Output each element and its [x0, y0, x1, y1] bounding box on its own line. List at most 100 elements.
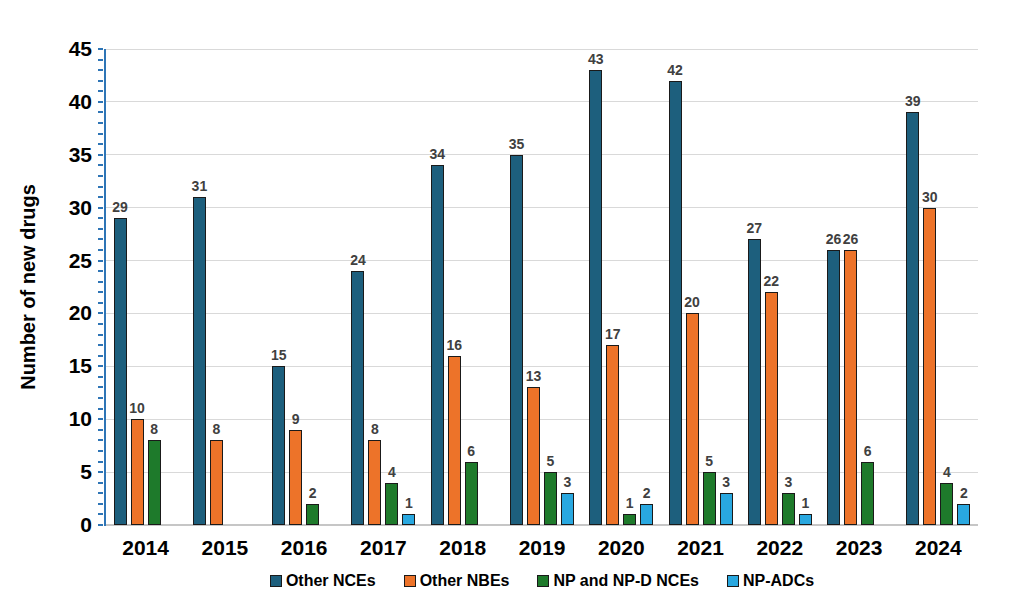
- bar: [510, 155, 523, 525]
- bar: [368, 440, 381, 525]
- bar: [686, 313, 699, 525]
- legend-item: Other NCEs: [270, 572, 376, 590]
- bar: [606, 345, 619, 525]
- bar: [957, 504, 970, 525]
- bar-value-label: 29: [112, 199, 128, 216]
- bar: [385, 483, 398, 525]
- bar: [861, 462, 874, 525]
- bar: [906, 112, 919, 525]
- bar-value-label: 1: [405, 495, 413, 512]
- bar: [131, 419, 144, 525]
- bar-value-label: 8: [150, 421, 158, 438]
- bar: [799, 514, 812, 525]
- y-tick-label: 10: [32, 407, 92, 431]
- bar-value-label: 43: [588, 51, 604, 68]
- legend: Other NCEs Other NBEs NP and NP-D NCEs NP-A…: [106, 572, 978, 590]
- bar: [272, 366, 285, 525]
- bar: [402, 514, 415, 525]
- bar: [703, 472, 716, 525]
- y-axis-tick: [98, 133, 103, 135]
- bar-value-label: 6: [467, 443, 475, 460]
- bar: [782, 493, 795, 525]
- bar: [589, 70, 602, 525]
- gridline: [106, 207, 978, 208]
- legend-item: NP and NP-D NCEs: [537, 572, 699, 590]
- bar-value-label: 39: [905, 93, 921, 110]
- y-tick-label: 5: [32, 460, 92, 484]
- legend-item: NP-ADCs: [727, 572, 814, 590]
- y-axis-tick: [98, 503, 103, 505]
- bar-value-label: 13: [526, 368, 542, 385]
- bar-value-label: 10: [129, 400, 145, 417]
- y-axis-tick: [98, 513, 103, 515]
- bar-chart-figure: Number of new drugs 05101520253035404529…: [0, 0, 1026, 609]
- bar-value-label: 35: [509, 136, 525, 153]
- y-axis-tick: [98, 323, 103, 325]
- x-tick-label: 2019: [502, 536, 581, 560]
- bar-value-label: 8: [213, 421, 221, 438]
- y-axis-tick: [98, 376, 103, 378]
- y-tick-label: 35: [32, 143, 92, 167]
- bar: [669, 81, 682, 525]
- x-tick-label: 2015: [185, 536, 264, 560]
- y-axis-tick: [98, 302, 103, 304]
- bar-value-label: 1: [801, 495, 809, 512]
- y-axis-tick: [98, 186, 103, 188]
- bar-value-label: 4: [388, 464, 396, 481]
- bar: [114, 218, 127, 525]
- y-axis-tick: [98, 196, 103, 198]
- y-axis-tick: [98, 80, 103, 82]
- legend-item: Other NBEs: [404, 572, 510, 590]
- y-tick-label: 40: [32, 90, 92, 114]
- y-axis-tick: [98, 492, 103, 494]
- x-tick-label: 2021: [661, 536, 740, 560]
- y-tick-label: 45: [32, 37, 92, 61]
- bar-value-label: 3: [564, 474, 572, 491]
- bar-value-label: 2: [960, 485, 968, 502]
- y-axis-tick: [98, 439, 103, 441]
- bar: [720, 493, 733, 525]
- legend-swatch-icon: [727, 575, 739, 587]
- bar: [148, 440, 161, 525]
- bar-value-label: 30: [922, 189, 938, 206]
- y-tick-label: 15: [32, 354, 92, 378]
- y-axis-tick: [98, 249, 103, 251]
- bar: [827, 250, 840, 525]
- y-tick-label: 0: [32, 513, 92, 537]
- bar-value-label: 2: [643, 485, 651, 502]
- bar-value-label: 24: [350, 252, 366, 269]
- y-axis-tick: [98, 111, 103, 113]
- y-axis-tick: [98, 281, 103, 283]
- bar-value-label: 31: [192, 178, 208, 195]
- bar-value-label: 17: [605, 326, 621, 343]
- bar-value-label: 3: [784, 474, 792, 491]
- y-axis-tick: [98, 471, 103, 473]
- y-axis-tick: [98, 291, 103, 293]
- y-tick-label: 20: [32, 301, 92, 325]
- y-axis-tick: [98, 143, 103, 145]
- bar-value-label: 26: [843, 231, 859, 248]
- y-axis-tick: [98, 217, 103, 219]
- legend-swatch-icon: [537, 575, 549, 587]
- bar-value-label: 3: [722, 474, 730, 491]
- bar: [193, 197, 206, 525]
- bar-value-label: 5: [705, 453, 713, 470]
- y-tick-label: 30: [32, 196, 92, 220]
- y-axis-tick: [98, 164, 103, 166]
- legend-swatch-icon: [404, 575, 416, 587]
- bar: [465, 462, 478, 525]
- bar-value-label: 4: [943, 464, 951, 481]
- y-axis-tick: [98, 238, 103, 240]
- bar: [210, 440, 223, 525]
- bar: [640, 504, 653, 525]
- gridline: [106, 101, 978, 102]
- y-axis-tick: [98, 270, 103, 272]
- bar: [623, 514, 636, 525]
- bar-value-label: 26: [826, 231, 842, 248]
- x-tick-label: 2018: [423, 536, 502, 560]
- y-axis-tick: [98, 429, 103, 431]
- bar: [844, 250, 857, 525]
- bar: [940, 483, 953, 525]
- legend-label: NP-ADCs: [743, 572, 814, 590]
- x-tick-label: 2023: [819, 536, 898, 560]
